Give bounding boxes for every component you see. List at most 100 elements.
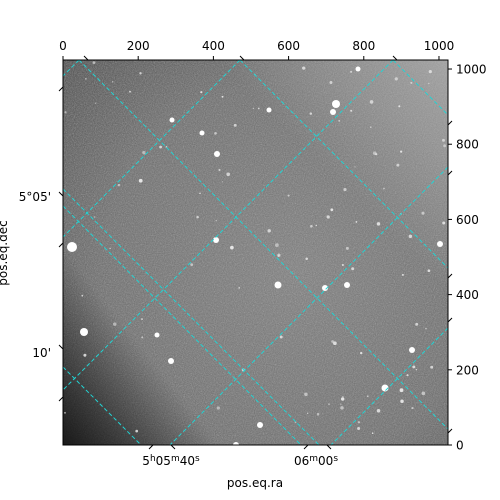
star [81, 294, 84, 297]
star [85, 78, 87, 80]
grid-line [63, 60, 80, 77]
ra-tick-label: 5h05m40s [142, 454, 200, 468]
star [142, 151, 146, 155]
star [154, 332, 160, 338]
star [168, 358, 174, 364]
star [408, 234, 413, 239]
plot-frame [62, 59, 449, 446]
star [428, 70, 432, 74]
world-tick [58, 191, 64, 197]
star [310, 224, 313, 228]
star [338, 120, 340, 122]
star [428, 82, 430, 85]
star [383, 187, 385, 190]
world-tick [303, 444, 309, 450]
star [372, 151, 377, 155]
star [369, 100, 374, 104]
star [421, 391, 426, 396]
star [340, 403, 342, 405]
grid-line [63, 366, 142, 445]
star [266, 107, 272, 113]
star [309, 112, 313, 115]
star [376, 222, 381, 226]
top-tick-label: 400 [202, 39, 225, 53]
world-tick [447, 317, 453, 323]
star [109, 247, 111, 249]
star [331, 340, 334, 343]
star [443, 144, 447, 148]
star [351, 267, 355, 271]
star [214, 151, 220, 157]
star [326, 215, 330, 219]
star [341, 263, 344, 267]
star [442, 221, 446, 225]
star [216, 406, 220, 410]
star [169, 117, 175, 123]
star [92, 61, 96, 64]
top-tick-label: 1000 [424, 39, 455, 53]
star [330, 109, 336, 115]
world-tick [447, 428, 453, 434]
world-tick [58, 396, 64, 402]
star [399, 388, 404, 393]
star [294, 421, 297, 424]
star [64, 111, 67, 114]
grid-line [78, 60, 448, 430]
sky-image [63, 60, 448, 445]
star [330, 208, 334, 212]
star [350, 109, 353, 112]
star [138, 178, 143, 183]
dec-tick-label: 10' [32, 346, 51, 360]
star [376, 409, 381, 413]
star [415, 322, 419, 326]
star [355, 220, 358, 223]
star [427, 269, 431, 273]
star [415, 368, 418, 371]
star [277, 253, 281, 257]
star [159, 145, 163, 149]
grid-line [63, 205, 302, 445]
star [252, 107, 255, 110]
star [401, 273, 404, 276]
star [411, 407, 414, 410]
star [371, 432, 374, 435]
star [233, 442, 239, 445]
star [302, 66, 306, 70]
right-tick-label: 600 [456, 213, 479, 227]
star [354, 166, 356, 168]
star [322, 285, 328, 291]
star [329, 81, 333, 84]
world-tick [58, 344, 64, 350]
star [274, 281, 282, 289]
star [394, 77, 398, 81]
star [350, 70, 353, 73]
star [196, 215, 199, 219]
star [442, 138, 445, 142]
star [425, 327, 427, 330]
star [230, 245, 234, 250]
star [67, 242, 77, 252]
star [139, 72, 142, 75]
star [332, 100, 340, 108]
x-axis-title: pos.eq.ra [227, 476, 283, 490]
star [316, 412, 320, 416]
star [215, 220, 217, 222]
world-tick [447, 120, 453, 126]
ra-tick-label: 06m00s [294, 454, 338, 468]
right-tick-label: 400 [456, 288, 479, 302]
star [360, 351, 363, 355]
star [421, 211, 425, 215]
star [141, 318, 143, 321]
star [406, 374, 409, 377]
star [94, 102, 97, 104]
grid-line [169, 166, 448, 445]
grid-line [239, 60, 448, 269]
star [304, 392, 308, 397]
star [200, 91, 203, 94]
star [190, 263, 194, 266]
star [367, 395, 369, 398]
star [226, 172, 231, 177]
star [233, 123, 237, 127]
world-tick [148, 444, 154, 450]
